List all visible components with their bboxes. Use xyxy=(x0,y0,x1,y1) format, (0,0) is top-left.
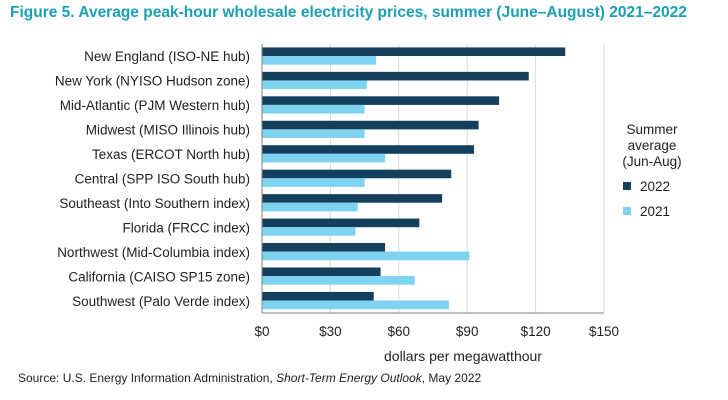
legend-swatch-2022 xyxy=(623,182,631,190)
bar-2022 xyxy=(262,96,500,105)
bar-2022 xyxy=(262,120,479,130)
source-suffix: , May 2022 xyxy=(421,371,482,385)
bar-2021 xyxy=(262,227,356,236)
x-tick-label: $120 xyxy=(521,324,551,339)
source-prefix: Source: U.S. Energy Information Administ… xyxy=(18,371,277,385)
legend-label-2021: 2021 xyxy=(640,204,670,219)
x-tick-label: $0 xyxy=(254,324,269,339)
x-tick-label: $90 xyxy=(456,324,479,339)
category-label: New England (ISO-NE hub) xyxy=(84,49,250,64)
category-label: Southwest (Palo Verde index) xyxy=(72,294,250,309)
bar-2021 xyxy=(262,178,365,187)
legend-title-line: (Jun-Aug) xyxy=(622,154,681,169)
source-publication: Short-Term Energy Outlook xyxy=(276,371,422,385)
legend-label-2022: 2022 xyxy=(640,179,670,194)
category-label: Northwest (Mid-Columbia index) xyxy=(57,245,250,260)
x-tick-label: $60 xyxy=(388,324,411,339)
bar-2021 xyxy=(262,276,415,285)
legend-title-line: average xyxy=(628,138,677,153)
bar-2021 xyxy=(262,80,367,90)
source-note: Source: U.S. Energy Information Administ… xyxy=(18,371,481,385)
bar-2022 xyxy=(262,291,374,301)
category-label: Mid-Atlantic (PJM Western hub) xyxy=(60,98,250,113)
x-tick-label: $30 xyxy=(319,324,342,339)
x-axis-title: dollars per megawatthour xyxy=(384,348,542,364)
category-label: Midwest (MISO Illinois hub) xyxy=(86,123,250,138)
bar-2022 xyxy=(262,218,420,228)
bar-2021 xyxy=(262,202,358,212)
bar-2021 xyxy=(262,300,449,310)
category-label: California (CAISO SP15 zone) xyxy=(68,269,250,284)
legend-title-line: Summer xyxy=(626,122,678,137)
x-tick-label: $150 xyxy=(589,324,619,339)
bar-2022 xyxy=(262,267,381,277)
category-label: Southeast (Into Southern index) xyxy=(59,196,250,211)
category-label: New York (NYISO Hudson zone) xyxy=(55,74,250,89)
bar-2021 xyxy=(262,153,386,163)
bar-2022 xyxy=(262,47,566,56)
category-label: Florida (FRCC index) xyxy=(122,220,250,235)
bar-2022 xyxy=(262,71,529,81)
chart-title: Figure 5. Average peak-hour wholesale el… xyxy=(10,4,687,21)
bar-2022 xyxy=(262,194,443,203)
category-label: Central (SPP ISO South hub) xyxy=(75,172,250,187)
bar-2022 xyxy=(262,145,475,154)
bar-2021 xyxy=(262,104,365,114)
bar-2021 xyxy=(262,251,470,261)
category-label: Texas (ERCOT North hub) xyxy=(92,147,250,162)
legend-swatch-2021 xyxy=(623,207,631,215)
bar-2022 xyxy=(262,243,386,252)
bar-2022 xyxy=(262,169,452,179)
bar-2021 xyxy=(262,56,376,65)
bar-2021 xyxy=(262,129,365,138)
